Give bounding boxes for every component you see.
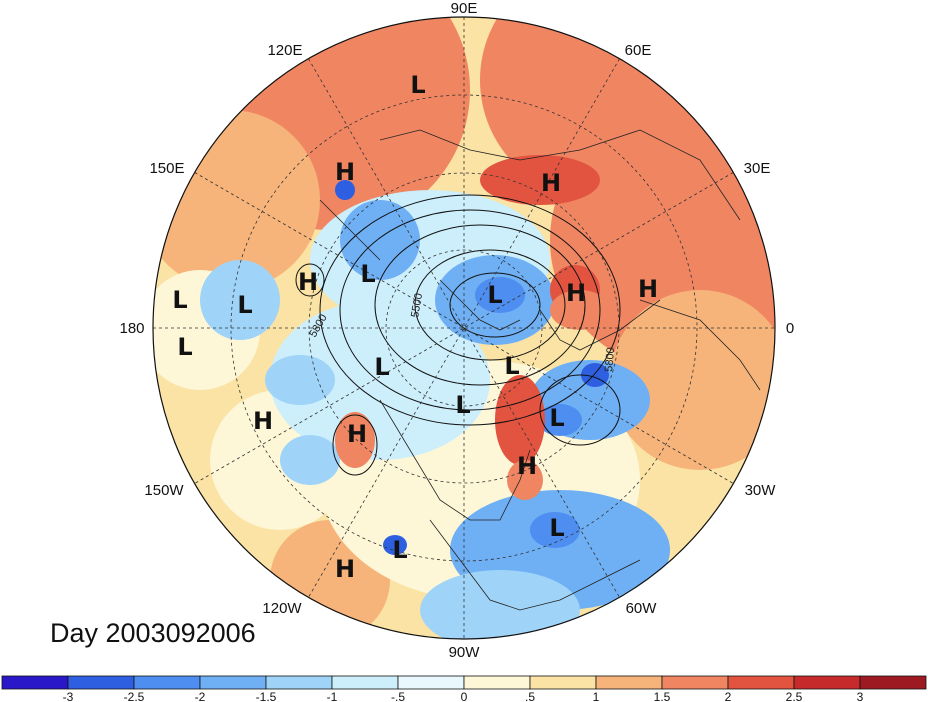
colorbar-swatch (529, 675, 597, 690)
contour-label: 5500 (409, 292, 425, 318)
low-pressure-marker: L (549, 404, 564, 432)
low-pressure-marker: L (455, 391, 470, 419)
lon-label-30e: 30E (744, 160, 771, 177)
contour-label: 5800 (603, 347, 617, 372)
coastlines (319, 129, 761, 611)
high-pressure-marker: H (335, 555, 355, 583)
map-boundary (152, 16, 776, 640)
lon-label-90w: 90W (449, 644, 481, 661)
colorbar-swatch (859, 675, 927, 690)
colorbar-swatch (727, 675, 795, 690)
colorbar-swatch (265, 675, 333, 690)
colorbar-swatch (793, 675, 861, 690)
lon-label-60w: 60W (626, 600, 658, 617)
colorbar-tick-label: -2.5 (124, 690, 145, 702)
high-pressure-marker: H (541, 169, 561, 197)
low-pressure-marker: L (410, 71, 425, 99)
low-pressure-marker: L (504, 352, 519, 380)
colorbar-swatch (67, 675, 135, 690)
colorbar-swatch (463, 675, 531, 690)
high-pressure-marker: H (253, 407, 273, 435)
colorbar-tick-label: -.5 (391, 690, 405, 702)
high-pressure-marker: H (335, 158, 355, 186)
colorbar-tick-label: -3 (63, 690, 74, 702)
colorbar-swatch (661, 675, 729, 690)
high-pressure-marker: H (517, 452, 537, 480)
lon-label-30w: 30W (745, 482, 777, 499)
high-pressure-marker: H (566, 279, 586, 307)
colorbar-swatch (1, 675, 69, 690)
colorbar-tick-label: 1 (593, 690, 600, 702)
colorbar-swatch (397, 675, 465, 690)
lon-label-90e: 90E (451, 0, 478, 17)
colorbar-swatch (133, 675, 201, 690)
low-pressure-marker: L (392, 536, 407, 564)
colorbar-tick-label: 1.5 (654, 690, 671, 702)
colorbar-tick-label: 2.5 (786, 690, 803, 702)
map-title: Day 2003092006 (50, 618, 256, 648)
low-pressure-marker: L (177, 333, 192, 361)
low-pressure-marker: L (487, 281, 502, 309)
colorbar-tick-label: 2 (725, 690, 732, 702)
colorbar: -3 -2.5 -2 -1.5 -1 -.5 0 .5 1 1.5 2 2.5 3 (1, 675, 927, 702)
lon-label-0: 0 (786, 320, 794, 337)
high-pressure-marker: H (347, 420, 367, 448)
lon-label-120e: 120E (267, 42, 302, 59)
colorbar-swatch (331, 675, 399, 690)
colorbar-tick-label: 3 (857, 690, 864, 702)
geopotential-contours (295, 194, 621, 476)
low-pressure-marker: L (549, 514, 564, 542)
lon-label-60e: 60E (625, 42, 652, 59)
colorbar-tick-label: -1 (327, 690, 338, 702)
low-pressure-marker: L (172, 286, 187, 314)
colorbar-tick-label: .5 (525, 690, 535, 702)
pressure-centers: L H H L H L L H H L L L L H H L H L L H … (172, 71, 658, 583)
lon-label-180: 180 (119, 320, 144, 337)
low-pressure-marker: L (374, 353, 389, 381)
lon-label-150e: 150E (149, 160, 184, 177)
low-pressure-marker: L (360, 260, 375, 288)
high-pressure-marker: H (638, 275, 658, 303)
lon-label-150w: 150W (144, 482, 184, 499)
graticule (153, 17, 775, 639)
colorbar-swatch (595, 675, 663, 690)
colorbar-tick-label: 0 (461, 690, 468, 702)
colorbar-tick-label: -2 (195, 690, 206, 702)
anomaly-field (153, 17, 775, 639)
longitude-labels: 90E 60E 30E 0 30W 60W 90W 120W 150W 180 … (119, 0, 794, 661)
lon-label-120w: 120W (262, 600, 302, 617)
low-pressure-marker: L (237, 291, 252, 319)
high-pressure-marker: H (298, 268, 318, 296)
colorbar-tick-label: -1.5 (256, 690, 277, 702)
colorbar-swatch (199, 675, 267, 690)
